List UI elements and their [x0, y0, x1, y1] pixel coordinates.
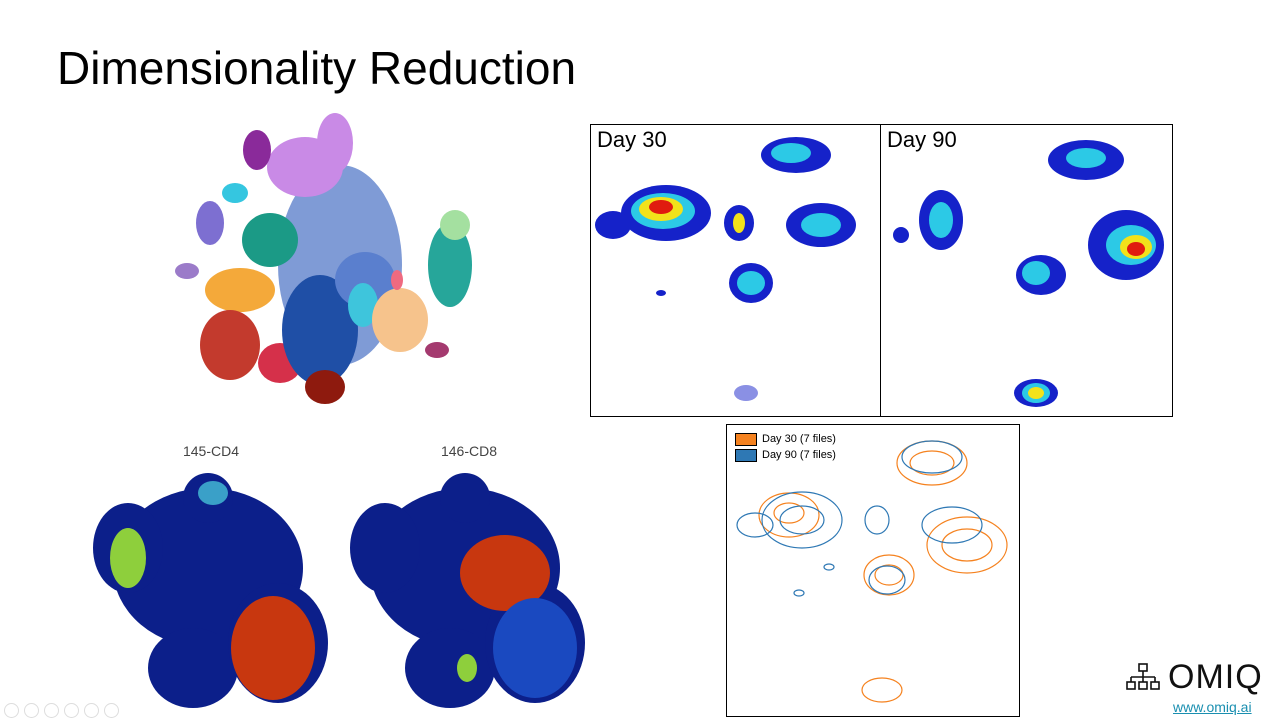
legend-item-day-30: Day 30 (7 files): [735, 433, 836, 446]
slideshow-controls: [4, 703, 124, 723]
legend-item-day-90: Day 90 (7 files): [735, 449, 836, 462]
omiq-logo: OMIQ: [1126, 660, 1263, 694]
day-90-label: Day 90: [887, 127, 957, 152]
logo-text: OMIQ: [1168, 658, 1263, 696]
slides-icon[interactable]: [64, 703, 79, 718]
contour-legend: Day 30 (7 files) Day 90 (7 files): [735, 433, 836, 465]
day-90-density: [893, 140, 1164, 407]
cd4-expression-plot: [93, 473, 328, 708]
legend-swatch-day-90: [735, 449, 757, 462]
cd8-label: 146-CD8: [440, 443, 498, 459]
legend-label: Day 90 (7 files): [762, 449, 836, 461]
day-30-density: [595, 137, 856, 401]
legend-swatch-day-30: [735, 433, 757, 446]
network-hierarchy-icon: [1126, 663, 1160, 690]
next-icon[interactable]: [24, 703, 39, 718]
clustered-tsne-plot: [175, 113, 472, 404]
cd8-expression-plot: [350, 473, 585, 708]
day-90-density-plot: Day 90: [880, 124, 1173, 417]
day-30-label: Day 30: [597, 127, 667, 152]
contour-overlay-plot: Day 30 (7 files) Day 90 (7 files): [726, 424, 1020, 717]
more-icon[interactable]: [104, 703, 119, 718]
omiq-website-link[interactable]: www.omiq.ai: [1173, 699, 1252, 715]
cd4-label: 145-CD4: [182, 443, 240, 459]
pen-icon[interactable]: [44, 703, 59, 718]
previous-icon[interactable]: [4, 703, 19, 718]
day-30-density-plot: Day 30: [590, 124, 881, 417]
slide-title: Dimensionality Reduction: [57, 42, 577, 94]
legend-label: Day 30 (7 files): [762, 433, 836, 445]
zoom-icon[interactable]: [84, 703, 99, 718]
contours: [736, 440, 1008, 703]
